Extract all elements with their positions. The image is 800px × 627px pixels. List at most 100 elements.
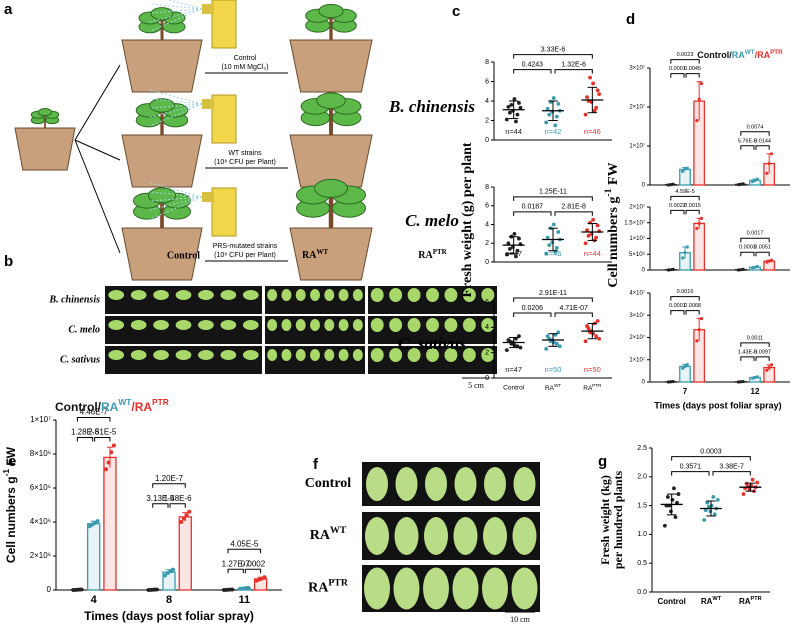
seedling — [198, 290, 214, 300]
y-tick-label: 0.0 — [637, 589, 647, 596]
x-axis-title: Times (days post foliar spray) — [84, 609, 254, 623]
data-point — [103, 467, 108, 472]
significance-bracket — [670, 195, 700, 201]
data-point — [741, 182, 745, 186]
column-header: RAWT — [302, 248, 328, 262]
p-value: 0.0068 — [684, 303, 701, 309]
connector — [74, 139, 121, 254]
data-point — [685, 363, 689, 367]
data-point — [699, 316, 704, 321]
seedling — [220, 350, 237, 360]
data-point — [554, 246, 559, 250]
data-point — [504, 252, 509, 257]
seedling — [426, 318, 439, 332]
spray — [149, 98, 203, 105]
n-label: n=46 — [545, 249, 562, 258]
seedling — [481, 318, 495, 332]
data-point — [506, 241, 511, 246]
significance-bracket — [513, 196, 593, 201]
data-point — [681, 169, 685, 173]
spray — [149, 103, 203, 118]
data-point — [545, 106, 550, 111]
data-point — [514, 119, 518, 124]
nozzle — [202, 4, 214, 14]
significance-bracket — [670, 59, 700, 64]
significance-bracket — [94, 437, 111, 442]
plant — [364, 567, 390, 610]
data-point — [685, 245, 689, 249]
y-tick-label: 0 — [642, 380, 646, 386]
data-point — [712, 512, 717, 517]
panel-label: a — [4, 1, 13, 18]
data-point — [517, 236, 521, 241]
p-value: 0.0015 — [684, 203, 701, 209]
text-part: RA — [739, 597, 751, 606]
seedling — [175, 290, 192, 300]
seedling — [481, 348, 495, 362]
p-value: 0.4243 — [522, 61, 544, 68]
nozzle — [202, 99, 214, 109]
data-point — [736, 380, 741, 384]
leaf — [316, 92, 346, 109]
data-point — [669, 380, 673, 384]
data-point — [681, 366, 685, 370]
seedling — [407, 348, 421, 362]
seedling — [338, 349, 349, 361]
seedling — [444, 288, 458, 302]
plant — [483, 517, 507, 555]
significance-bracket — [740, 251, 755, 257]
treatment-label: (10⁸ CFU per Plant) — [214, 252, 276, 259]
seedling — [130, 290, 147, 300]
text-part: RA — [310, 528, 331, 543]
y-axis-title: per hundred plants — [611, 471, 625, 570]
significance-bracket — [740, 342, 770, 347]
text-part: PTR — [328, 577, 349, 588]
y-tick-label: 0 — [485, 375, 489, 382]
data-point — [106, 460, 111, 465]
significance-bracket — [554, 312, 593, 317]
data-point — [595, 319, 600, 323]
significance-bracket — [227, 568, 244, 574]
data-point — [509, 103, 514, 107]
y-tick-label: 8 — [485, 59, 489, 66]
n-label: n=46 — [584, 127, 601, 136]
text-part: FW — [4, 446, 18, 469]
data-point — [550, 240, 555, 245]
y-tick-label: 6 — [485, 203, 489, 210]
data-point — [585, 228, 589, 233]
data-point — [544, 120, 549, 125]
p-value: 4.59E-5 — [675, 189, 694, 195]
significance-bracket — [152, 483, 186, 488]
text-part: RA — [583, 385, 593, 392]
text-part: PTR — [770, 49, 783, 56]
seedling — [198, 320, 214, 330]
p-value: 1.25E-11 — [539, 189, 567, 196]
leaf — [318, 3, 344, 19]
text-part: WT — [330, 525, 347, 536]
data-point — [594, 105, 599, 110]
text-part: RA — [302, 250, 317, 261]
data-point — [586, 326, 591, 331]
row-label: Control — [305, 476, 352, 491]
data-point — [595, 223, 600, 228]
p-value: 0.0187 — [522, 204, 544, 211]
text-part: RA — [732, 50, 745, 60]
data-point — [697, 97, 701, 101]
significance-bracket — [740, 356, 755, 361]
data-point — [170, 567, 175, 572]
text-part: PTR — [592, 383, 602, 388]
data-point — [557, 344, 562, 349]
n-label: n=42 — [545, 127, 562, 136]
text-part: PTR — [751, 596, 762, 602]
seedling — [324, 349, 335, 361]
significance-bracket — [685, 310, 700, 315]
data-point — [675, 500, 679, 505]
y-tick-label: 1×10⁷ — [629, 143, 645, 150]
n-label: n=44 — [584, 249, 601, 258]
text-part: RA — [418, 250, 433, 261]
data-point — [512, 231, 517, 236]
seedling — [220, 290, 237, 300]
plant — [365, 517, 389, 555]
data-point — [662, 523, 667, 528]
